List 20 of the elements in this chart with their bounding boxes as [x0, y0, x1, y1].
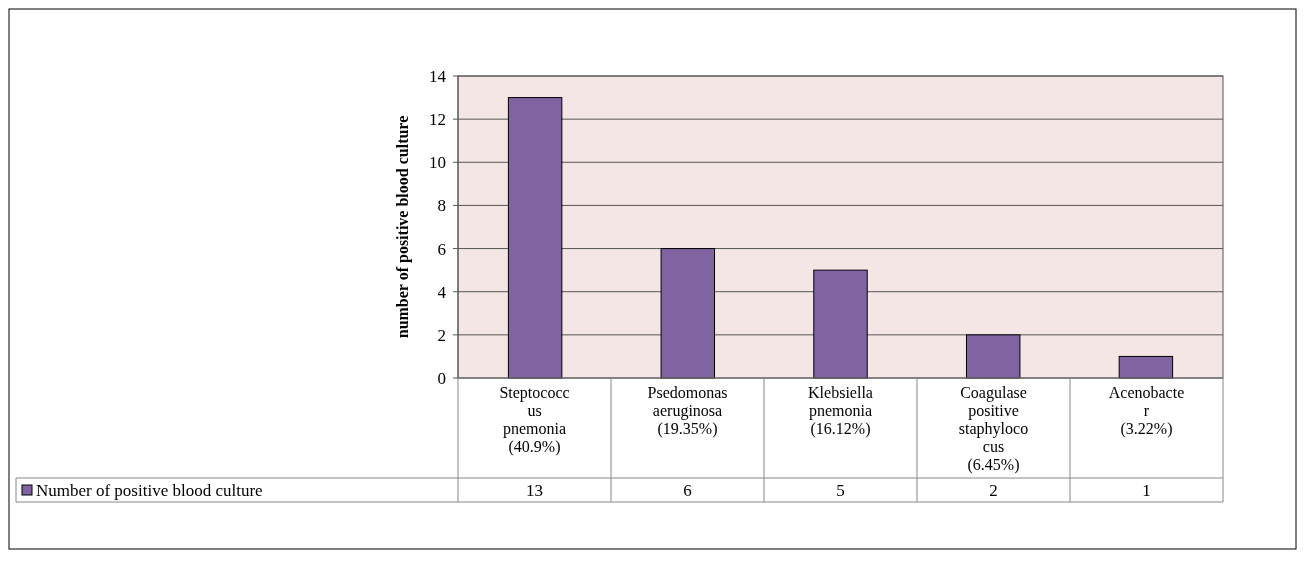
- data-label: 13: [526, 481, 543, 500]
- legend-label: Number of positive blood culture: [36, 481, 263, 500]
- x-tick-label: Klebsiella pnemonia (16.12%): [808, 384, 873, 438]
- y-tick-label: 4: [437, 282, 447, 302]
- y-tick-label: 2: [437, 325, 446, 345]
- y-tick-label: 10: [429, 153, 446, 173]
- y-tick-label: 14: [429, 66, 447, 86]
- y-axis-title: number of positive blood culture: [394, 115, 412, 339]
- data-label: 6: [683, 481, 692, 500]
- y-tick-label: 12: [429, 110, 446, 130]
- x-tick-label: Coagulase positive staphylococus (6.45%): [958, 384, 1029, 474]
- data-label: 1: [1142, 481, 1151, 500]
- y-tick-label: 6: [437, 239, 446, 259]
- x-tick-label: Acenobacter (3.22%): [1108, 384, 1185, 438]
- y-tick-label: 0: [437, 368, 446, 388]
- data-label: 2: [989, 481, 998, 500]
- x-tick-label: Steptococcus pnemonia (40.9%): [499, 384, 570, 456]
- data-label: 5: [836, 481, 845, 500]
- x-tick-label: Psedomonas aeruginosa (19.35%): [647, 384, 728, 438]
- y-tick-label: 8: [437, 196, 446, 216]
